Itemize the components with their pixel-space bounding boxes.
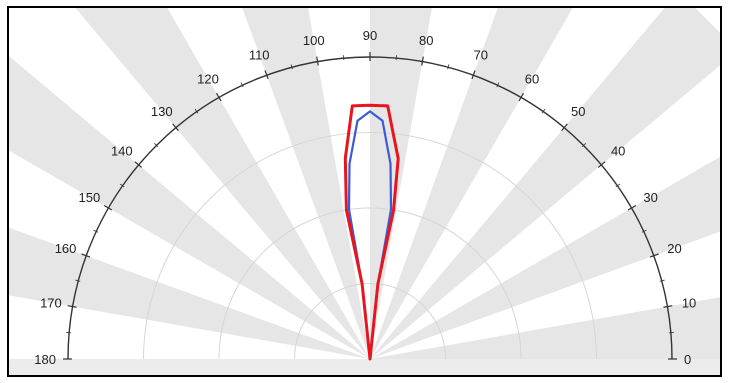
angle-tick-label-160: 160 — [55, 241, 77, 256]
angle-tick-label-70: 70 — [474, 48, 488, 63]
baseline-band — [9, 359, 720, 375]
shaded-sector-40 — [370, 8, 720, 359]
angle-tick-25 — [641, 229, 647, 233]
angle-tick-65 — [496, 82, 500, 88]
angle-tick-label-120: 120 — [197, 71, 219, 86]
angle-tick-label-110: 110 — [249, 48, 270, 63]
angle-tick-label-50: 50 — [571, 104, 585, 119]
grid-circle-0.25 — [294, 283, 446, 360]
angle-tick-130 — [172, 123, 179, 132]
angle-tick-145 — [119, 183, 125, 188]
series-line-0 — [347, 110, 393, 361]
shaded-sectors — [9, 8, 720, 375]
angle-tick-165 — [75, 279, 81, 282]
angle-tick-label-10: 10 — [682, 296, 696, 311]
angle-tick-label-180: 180 — [34, 352, 56, 367]
angle-tick-135 — [154, 143, 159, 148]
angle-tick-label-80: 80 — [419, 33, 433, 48]
angle-tick-60 — [518, 92, 525, 102]
polar-chart-svg: 0 10 20 30 40 50 60 70 80 90 100 110 120 130 140 150 160… — [9, 8, 720, 375]
angle-tick-10 — [663, 305, 673, 308]
shaded-sector-120 — [75, 8, 370, 359]
angle-tick-140 — [134, 161, 143, 168]
shaded-sector-0 — [370, 297, 720, 359]
shaded-sector-100 — [242, 8, 370, 359]
data-series — [343, 103, 400, 361]
angle-tick-label-90: 90 — [363, 28, 377, 43]
shaded-sector-160 — [9, 227, 370, 359]
angle-tick-155 — [93, 229, 99, 233]
angle-tick-labels: 0 10 20 30 40 50 60 70 80 90 100 110 120 130 140 150 160… — [34, 28, 696, 367]
angle-tick-150 — [103, 204, 113, 211]
angle-tick-45 — [581, 143, 586, 148]
angle-tick-100 — [316, 56, 319, 66]
angle-axis — [63, 52, 677, 360]
angle-tick-label-170: 170 — [40, 296, 62, 311]
angle-tick-label-0: 0 — [684, 352, 691, 367]
grid-circle-0.75 — [143, 132, 597, 360]
angle-tick-170 — [67, 305, 77, 308]
angle-tick-160 — [81, 253, 91, 258]
angle-tick-120 — [215, 92, 222, 102]
angle-tick-80 — [421, 56, 424, 66]
angle-tick-115 — [240, 82, 244, 88]
angle-tick-55 — [541, 108, 546, 114]
angle-tick-35 — [615, 183, 621, 188]
shaded-sector-20 — [370, 156, 720, 359]
angle-tick-label-30: 30 — [643, 190, 657, 205]
radial-grid — [143, 132, 597, 360]
angle-tick-70 — [471, 70, 476, 80]
angle-tick-label-60: 60 — [525, 71, 539, 86]
angle-tick-105 — [290, 64, 293, 70]
angle-tick-30 — [627, 204, 637, 211]
angle-tick-50 — [561, 123, 568, 132]
angle-tick-40 — [597, 161, 606, 168]
angle-tick-label-140: 140 — [111, 144, 133, 159]
polar-chart: 0 10 20 30 40 50 60 70 80 90 100 110 120 130 140 150 160… — [7, 6, 722, 377]
angle-tick-15 — [659, 279, 665, 282]
angle-tick-125 — [194, 108, 199, 114]
grid-circle-0.5 — [218, 207, 522, 360]
angle-tick-label-130: 130 — [151, 104, 173, 119]
series-line-1 — [343, 103, 400, 361]
angle-tick-20 — [649, 253, 659, 258]
angle-tick-label-20: 20 — [667, 241, 681, 256]
angle-tick-label-100: 100 — [303, 33, 325, 48]
angle-tick-label-40: 40 — [611, 144, 625, 159]
angle-tick-label-150: 150 — [79, 190, 101, 205]
angle-tick-75 — [447, 64, 450, 70]
shaded-sector-80 — [370, 8, 432, 359]
angle-tick-110 — [264, 70, 269, 80]
